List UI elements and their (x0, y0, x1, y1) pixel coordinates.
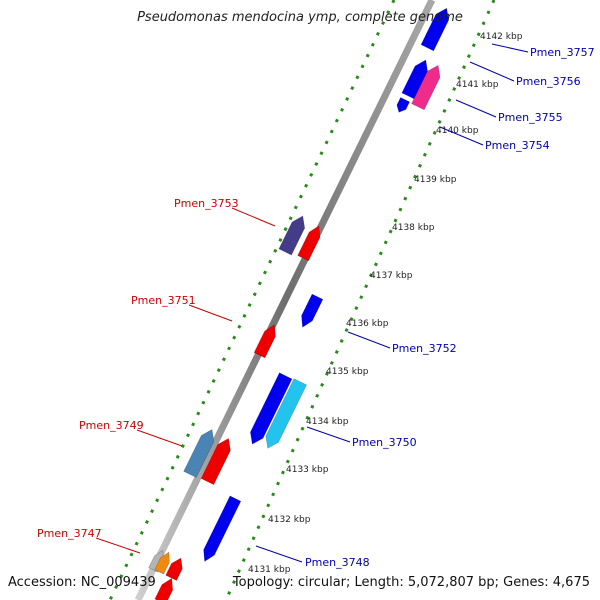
gene-leader-line (188, 304, 233, 322)
gene-leader-line (306, 426, 351, 443)
gene-arrow-pmen-3747 (154, 551, 170, 575)
gene-arrow-pmen-3750b (265, 378, 307, 449)
gene-label-right: Pmen_3754 (485, 139, 550, 152)
kbp-tick-label: 4142 kbp (480, 32, 523, 42)
gene-arrow-bottom (154, 577, 174, 600)
gene-label-right: Pmen_3757 (530, 46, 595, 59)
kbp-tick-label: 4139 kbp (414, 175, 457, 185)
gene-leader-line (347, 331, 391, 349)
gene-label-left: Pmen_3751 (131, 294, 196, 307)
gene-arrow-pmen-3755 (411, 64, 441, 111)
accession-text: Accession: NC_009439 (8, 575, 156, 590)
gene-arrow-pmen-3753 (278, 215, 305, 256)
gene-label-right: Pmen_3750 (352, 436, 417, 449)
gene-arrow-pmen-3749 (183, 429, 215, 478)
gene-leader-line (491, 43, 529, 53)
kbp-tick-label: 4135 kbp (326, 367, 369, 377)
gene-arrow-pmen-3756 (401, 59, 428, 100)
topology-text: Topology: circular; Length: 5,072,807 bp… (232, 575, 590, 590)
tick-track-outer (224, 0, 496, 600)
kbp-tick-label: 4137 kbp (370, 271, 413, 281)
kbp-tick-label: 4132 kbp (268, 515, 311, 525)
gene-label-left: Pmen_3753 (174, 197, 239, 210)
kbp-tick-label: 4131 kbp (248, 565, 291, 575)
kbp-tick-label: 4136 kbp (346, 319, 389, 329)
gene-arrow-pmen-3757 (420, 7, 449, 52)
gene-arrow-pmen-3750 (250, 372, 293, 445)
gene-leader-line (95, 537, 141, 554)
gene-label-right: Pmen_3755 (498, 111, 563, 124)
genome-backbone (134, 0, 436, 600)
gene-label-right: Pmen_3752 (392, 342, 457, 355)
gene-label-right: Pmen_3756 (516, 75, 581, 88)
gene-leader-line (469, 61, 515, 82)
gene-arrow-pmen-3749b (200, 437, 231, 486)
gene-arrow-pmen-3751 (253, 324, 276, 359)
kbp-tick-label: 4141 kbp (456, 80, 499, 90)
kbp-tick-label: 4140 kbp (436, 126, 479, 136)
gene-label-left: Pmen_3749 (79, 419, 144, 432)
gene-leader-line (255, 545, 303, 563)
gene-arrow-pmen-3748 (203, 495, 242, 562)
gene-arrow-pmen-3753b (297, 225, 321, 262)
gene-leader-line (455, 99, 497, 118)
kbp-tick-label: 4133 kbp (286, 465, 329, 475)
tick-track-inner (108, 0, 396, 600)
gene-label-left: Pmen_3747 (37, 527, 102, 540)
gene-leader-line (439, 126, 484, 146)
kbp-tick-label: 4138 kbp (392, 223, 435, 233)
kbp-tick-label: 4134 kbp (306, 417, 349, 427)
gene-leader-line (231, 207, 276, 227)
gene-leader-line (136, 429, 183, 447)
genome-title: Pseudomonas mendocina ymp, complete geno… (137, 10, 463, 25)
gene-arrow-pmen-3747b (165, 557, 183, 581)
gene-label-right: Pmen_3748 (305, 556, 370, 569)
gene-arrow-pmen-3752 (301, 293, 324, 328)
gene-arrow-pmen-3754 (396, 97, 410, 113)
